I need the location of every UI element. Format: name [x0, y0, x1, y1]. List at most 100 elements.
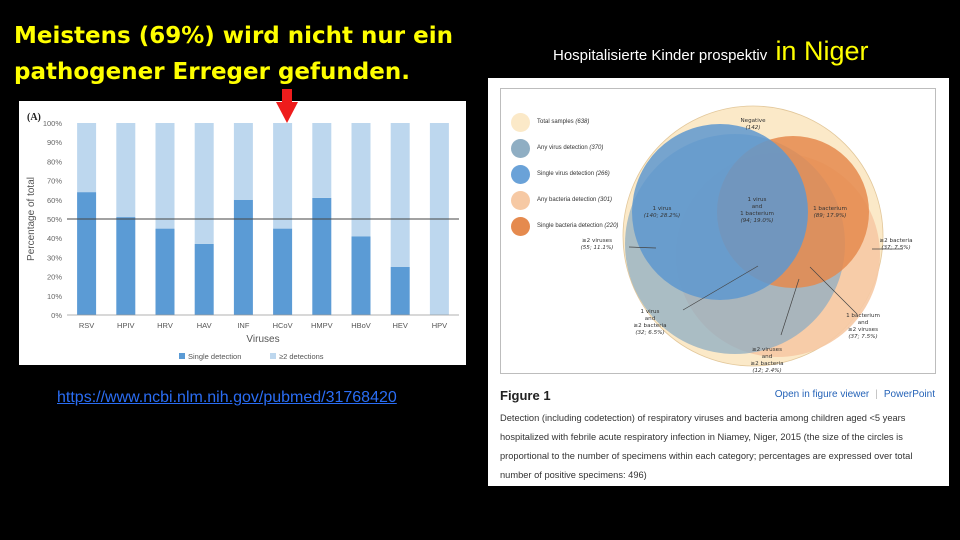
legend-text: Single virus detection [537, 171, 595, 177]
venn-label-line: ≥2 bacteria [634, 323, 667, 329]
x-axis-label: Viruses [246, 334, 279, 345]
venn-label-line: ≥2 viruses [752, 347, 782, 353]
bar-multi-detection [194, 123, 214, 244]
venn-label-line: Negative [740, 118, 766, 124]
legend-text: Single bacteria detection [537, 223, 603, 229]
venn-label-1-virus: 1 virus(140; 28.2%) [644, 206, 680, 219]
legend-swatch-single-bacteria [511, 216, 530, 236]
y-axis-label: Percentage of total [26, 177, 37, 261]
single-virus-circle [632, 124, 808, 300]
venn-label-line: 1 bacterium [740, 211, 774, 217]
x-tick-label: RSV [79, 321, 94, 330]
legend-swatch-any-virus [511, 138, 530, 158]
bars [77, 123, 449, 315]
legend-label-single: Single detection [188, 352, 241, 361]
y-tick-label: 60% [47, 196, 62, 205]
powerpoint-link[interactable]: PowerPoint [883, 389, 935, 400]
venn-label-line: (55; 11.1%) [581, 245, 614, 251]
legend-count: (220) [604, 223, 619, 229]
venn-label-line: 1 bacterium [813, 206, 847, 212]
venn-label-line: 1 bacterium [846, 313, 880, 319]
x-tick-label: HEV [392, 321, 407, 330]
venn-label-line: (32; 6.5%) [635, 330, 664, 336]
headline-line-2: pathogener Erreger gefunden. [14, 59, 410, 85]
x-tick-label: HAV [197, 321, 212, 330]
x-tick-label: HPV [432, 321, 447, 330]
right-title: Hospitalisierte Kinder prospektiv in Nig… [553, 36, 868, 67]
link-separator: | [875, 389, 878, 400]
bar-chart-panel: (A) 0% 10% 20% 30% 40% 50% 60% 70% 80% 90% 100% RS… [19, 101, 466, 365]
legend-swatch-multi [270, 353, 276, 359]
y-tick-label: 30% [47, 253, 62, 262]
y-tick-label: 0% [51, 311, 62, 320]
bar-single-detection [390, 267, 410, 315]
figure-label: Figure 1 [500, 388, 551, 403]
pubmed-link[interactable]: https://www.ncbi.nlm.nih.gov/pubmed/3176… [57, 389, 397, 406]
bar-single-detection [155, 228, 175, 315]
venn-label-line: (89; 17.9%) [814, 213, 847, 219]
stacked-bar-chart: (A) 0% 10% 20% 30% 40% 50% 60% 70% 80% 90% 100% RS… [26, 112, 459, 361]
legend-swatch-total [511, 112, 530, 132]
x-tick-label: HMPV [311, 321, 333, 330]
bar-multi-detection [233, 123, 253, 200]
venn-label-line: (94; 19.0%) [741, 218, 774, 224]
venn-label-line: ≥2 bacteria [880, 238, 913, 244]
bar-single-detection [77, 192, 97, 315]
venn-label-line: 1 virus [641, 309, 660, 315]
bar-multi-detection [155, 123, 175, 229]
x-tick-label: HBoV [351, 321, 371, 330]
leader-lines [628, 246, 903, 336]
bar-single-detection [194, 243, 214, 315]
y-tick-label: 100% [43, 119, 63, 128]
legend-text: Any bacteria detection [537, 197, 597, 203]
venn-label-line: (37; 7.5%) [848, 334, 877, 340]
y-tick-label: 10% [47, 292, 62, 301]
chart-legend: Single detection ≥2 detections [179, 352, 324, 361]
figure-legend-item: Single virus detection (266) [511, 164, 610, 184]
x-tick-label: HRV [157, 321, 173, 330]
right-title-big: in Niger [775, 36, 869, 66]
figure-legend-item: Any virus detection (370) [511, 138, 603, 158]
y-tick-label: 40% [47, 234, 62, 243]
headline-line-1: Meistens (69%) wird nicht nur ein [14, 23, 453, 49]
open-figure-viewer-link[interactable]: Open in figure viewer [774, 389, 870, 400]
venn-label-line: (37; 7.5%) [881, 245, 910, 251]
venn-label-negative: Negative(142) [740, 118, 766, 131]
bar-single-detection [351, 236, 371, 315]
venn-label-line: (12; 2.4%) [752, 368, 781, 374]
chart-panel-label: (A) [27, 112, 41, 123]
legend-text: Any virus detection [537, 145, 588, 151]
y-tick-label: 80% [47, 157, 62, 166]
bar-single-detection [116, 217, 136, 315]
legend-swatch-any-bacteria [511, 190, 530, 210]
y-tick-label: 70% [47, 177, 62, 186]
venn-label-line: (142) [745, 125, 760, 131]
bar-single-detection [233, 199, 253, 315]
venn-label-line: and [858, 320, 869, 326]
venn-label-multi-viruses: ≥2 viruses(55; 11.1%) [581, 238, 614, 251]
venn-label-line: and [645, 316, 656, 322]
legend-count: (370) [589, 145, 604, 151]
venn-label-line: ≥2 viruses [848, 327, 878, 333]
venn-label-line: ≥2 viruses [582, 238, 612, 244]
x-tick-label: HCoV [273, 321, 293, 330]
venn-figure-box: Negative (142) 1 virus (140; 28.2%) 1 viru… [500, 88, 936, 374]
bar-single-detection [273, 228, 293, 315]
figure-caption: Detection (including codetection) of res… [500, 413, 913, 480]
y-tick-label: 20% [47, 273, 62, 282]
venn-diagram: Negative(142) 1 virus(140; 28.2%) 1 viru… [581, 105, 913, 374]
bar-single-detection [312, 197, 332, 315]
slide-headline: Meistens (69%) wird nicht nur ein pathog… [14, 18, 453, 90]
legend-count: (638) [575, 119, 590, 125]
legend-count: (301) [598, 197, 613, 203]
legend-count: (266) [595, 171, 610, 177]
x-tick-label: INF [237, 321, 250, 330]
bar-multi-detection [312, 123, 332, 198]
bar-multi-detection [390, 123, 410, 267]
figure-legend-item: Total samples (638) [511, 112, 589, 132]
bar-multi-detection [351, 123, 371, 237]
y-axis-ticks: 0% 10% 20% 30% 40% 50% 60% 70% 80% 90% 100% [43, 119, 63, 320]
